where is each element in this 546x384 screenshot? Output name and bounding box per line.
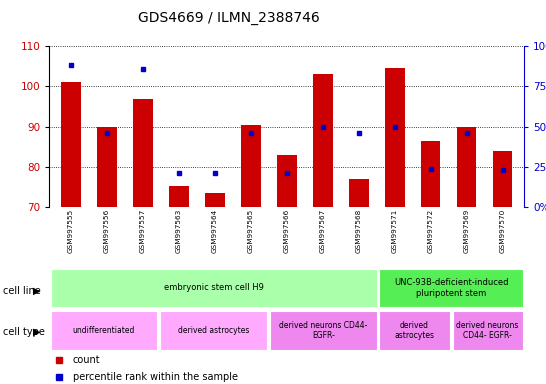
Text: GSM997568: GSM997568	[355, 209, 361, 253]
Text: GDS4669 / ILMN_2388746: GDS4669 / ILMN_2388746	[139, 11, 320, 25]
Bar	[385, 68, 405, 207]
Text: derived neurons
CD44- EGFR-: derived neurons CD44- EGFR-	[456, 321, 519, 340]
Bar	[160, 311, 267, 350]
Bar	[313, 74, 333, 207]
Bar	[61, 81, 81, 207]
Bar	[421, 141, 441, 207]
Bar	[277, 155, 296, 207]
Text: GSM997567: GSM997567	[319, 209, 325, 253]
Text: UNC-93B-deficient-induced
pluripotent stem: UNC-93B-deficient-induced pluripotent st…	[394, 278, 508, 298]
Text: GSM997571: GSM997571	[391, 209, 397, 253]
Text: cell line: cell line	[3, 286, 40, 296]
Bar	[51, 311, 157, 350]
Text: GSM997565: GSM997565	[248, 209, 254, 253]
Text: GSM997566: GSM997566	[284, 209, 289, 253]
Bar	[453, 311, 523, 350]
Bar	[270, 311, 377, 350]
Bar	[349, 179, 369, 207]
Bar	[97, 127, 117, 207]
Text: undifferentiated: undifferentiated	[73, 326, 135, 335]
Text: count: count	[73, 356, 100, 366]
Bar	[379, 311, 449, 350]
Text: ▶: ▶	[33, 286, 41, 296]
Bar	[456, 127, 477, 207]
Bar	[169, 186, 188, 207]
Bar	[205, 193, 224, 207]
Text: GSM997563: GSM997563	[176, 209, 182, 253]
Bar	[133, 99, 152, 207]
Text: percentile rank within the sample: percentile rank within the sample	[73, 372, 238, 382]
Bar	[492, 151, 513, 207]
Bar	[51, 268, 377, 308]
Text: embryonic stem cell H9: embryonic stem cell H9	[164, 283, 264, 293]
Text: GSM997570: GSM997570	[500, 209, 506, 253]
Text: GSM997572: GSM997572	[428, 209, 434, 253]
Text: GSM997555: GSM997555	[68, 209, 74, 253]
Text: cell type: cell type	[3, 327, 45, 337]
Text: GSM997556: GSM997556	[104, 209, 110, 253]
Text: derived astrocytes: derived astrocytes	[178, 326, 250, 335]
Text: GSM997557: GSM997557	[140, 209, 146, 253]
Bar	[379, 268, 523, 308]
Text: GSM997564: GSM997564	[212, 209, 218, 253]
Bar	[241, 125, 260, 207]
Text: derived neurons CD44-
EGFR-: derived neurons CD44- EGFR-	[279, 321, 367, 340]
Text: ▶: ▶	[33, 327, 41, 337]
Text: derived
astrocytes: derived astrocytes	[395, 321, 435, 340]
Text: GSM997569: GSM997569	[464, 209, 470, 253]
